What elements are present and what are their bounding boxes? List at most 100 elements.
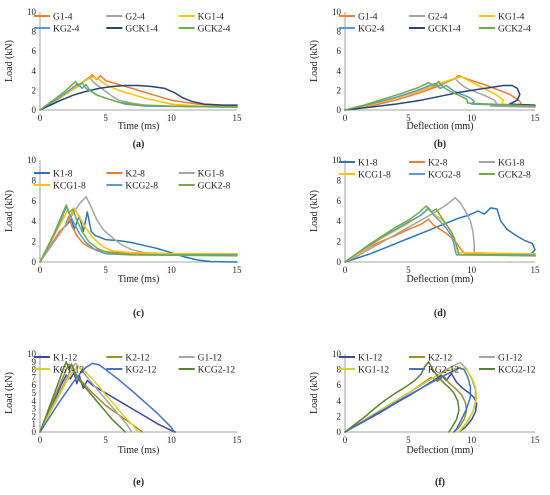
x-axis-label: Deflection (mm) [407,445,474,456]
y-tick-label: 8 [337,175,342,185]
legend-label: G2-4 [428,13,448,23]
y-tick-label: 4 [337,66,342,76]
y-tick-label: 10 [27,155,37,165]
y-tick-label: 0 [337,427,342,437]
y-tick-label: 10 [332,349,342,359]
x-axis-label: Time (ms) [118,445,160,456]
legend-label: GCK1-4 [125,25,158,35]
legend-label: K2-8 [428,159,448,169]
y-axis-label: Load (kN) [309,190,320,232]
x-tick-label: 0 [343,265,348,275]
y-tick-label: 2 [337,411,342,421]
series-line [39,365,140,433]
series-line [344,75,536,111]
legend-label: KG2-12 [125,366,156,376]
legend-label: KG1-4 [198,13,225,23]
x-tick-label: 5 [103,113,108,123]
y-tick-label: 5 [32,388,37,398]
y-tick-label: 6 [32,380,37,390]
y-tick-label: 0 [32,105,37,115]
x-tick-label: 5 [103,435,108,445]
y-tick-label: 0 [337,105,342,115]
y-tick-label: 3 [32,404,37,414]
y-tick-label: 6 [337,380,342,390]
legend-label: KCG1-8 [53,182,86,192]
legend-label: K2-8 [125,170,145,180]
series-line [344,208,536,263]
x-tick-label: 5 [406,113,411,123]
legend-label: KG2-12 [428,366,459,376]
series-line [344,84,536,111]
x-tick-label: 5 [406,265,411,275]
panel-label: (e) [133,477,144,488]
y-tick-label: 9 [32,357,37,367]
x-tick-label: 15 [233,265,243,275]
x-tick-label: 10 [167,265,177,275]
y-tick-label: 8 [32,175,37,185]
series-line [39,362,175,433]
legend-label: KCG2-8 [125,182,158,192]
y-tick-label: 2 [337,85,342,95]
x-tick-label: 10 [167,435,177,445]
y-tick-label: 2 [337,237,342,247]
panel-label: (a) [133,139,145,150]
x-tick-label: 10 [467,265,477,275]
series-line [344,205,536,263]
y-tick-label: 10 [332,155,342,165]
legend-label: G1-12 [498,354,523,364]
series-line [344,367,472,433]
series-line [39,80,238,111]
x-tick-label: 5 [406,435,411,445]
x-axis-label: Deflection (mm) [407,274,474,285]
x-tick-label: 15 [233,435,243,445]
legend-label: K1-8 [358,159,378,169]
legend-label: G1-4 [53,13,73,23]
legend-label: KG1-8 [498,159,525,169]
x-tick-label: 5 [103,265,108,275]
legend-label: GCK1-4 [428,25,461,35]
y-axis-label: Load (kN) [309,372,320,414]
x-axis-label: Time (ms) [118,121,160,132]
series-line [344,207,536,263]
legend-label: K1-8 [53,170,73,180]
legend-label: KG2-4 [358,25,385,35]
x-tick-label: 0 [38,113,43,123]
legend-label: G1-4 [358,13,378,23]
legend-label: K2-12 [428,354,453,364]
y-tick-label: 6 [32,196,37,206]
y-tick-label: 10 [27,349,37,359]
legend-label: KG2-4 [53,25,80,35]
legend-label: KG1-12 [358,366,389,376]
y-tick-label: 4 [32,216,37,226]
x-tick-label: 15 [233,113,243,123]
panel-d: 0 2 4 6 8 10 0 5 10 15 Deflection (mm) Load (kN) (d)… [309,155,540,319]
panel-a: 0 2 4 6 8 10 0 5 10 15 Time (ms) Load (kN) (a) G1-4 G2… [4,7,242,150]
y-tick-label: 10 [27,7,37,17]
series-line [344,218,536,263]
y-tick-label: 4 [337,216,342,226]
y-tick-label: 6 [337,196,342,206]
legend-label: KG1-4 [498,13,525,23]
series-line [344,372,478,433]
panel-c: 0 2 4 6 8 10 0 5 10 15 Time (ms) Load (kN) (c) K1-8 K2… [4,155,242,319]
x-axis-label: Time (ms) [118,274,160,285]
legend-label: KG1-12 [53,366,84,376]
y-tick-label: 6 [32,46,37,56]
series-line [344,80,536,111]
series-line [39,84,238,111]
series-line [344,196,536,263]
x-tick-label: 0 [38,435,43,445]
legend-label: GCK2-4 [498,25,531,35]
legend-label: K1-12 [53,354,78,364]
y-axis-label: Load (kN) [4,372,15,414]
x-axis-label: Deflection (mm) [407,121,474,132]
y-tick-label: 2 [32,237,37,247]
y-tick-label: 4 [32,66,37,76]
y-axis-label: Load (kN) [309,40,320,82]
series-line [39,195,238,263]
legend-label: KCG2-12 [498,366,536,376]
series-line [39,207,238,263]
y-tick-label: 7 [32,372,37,382]
